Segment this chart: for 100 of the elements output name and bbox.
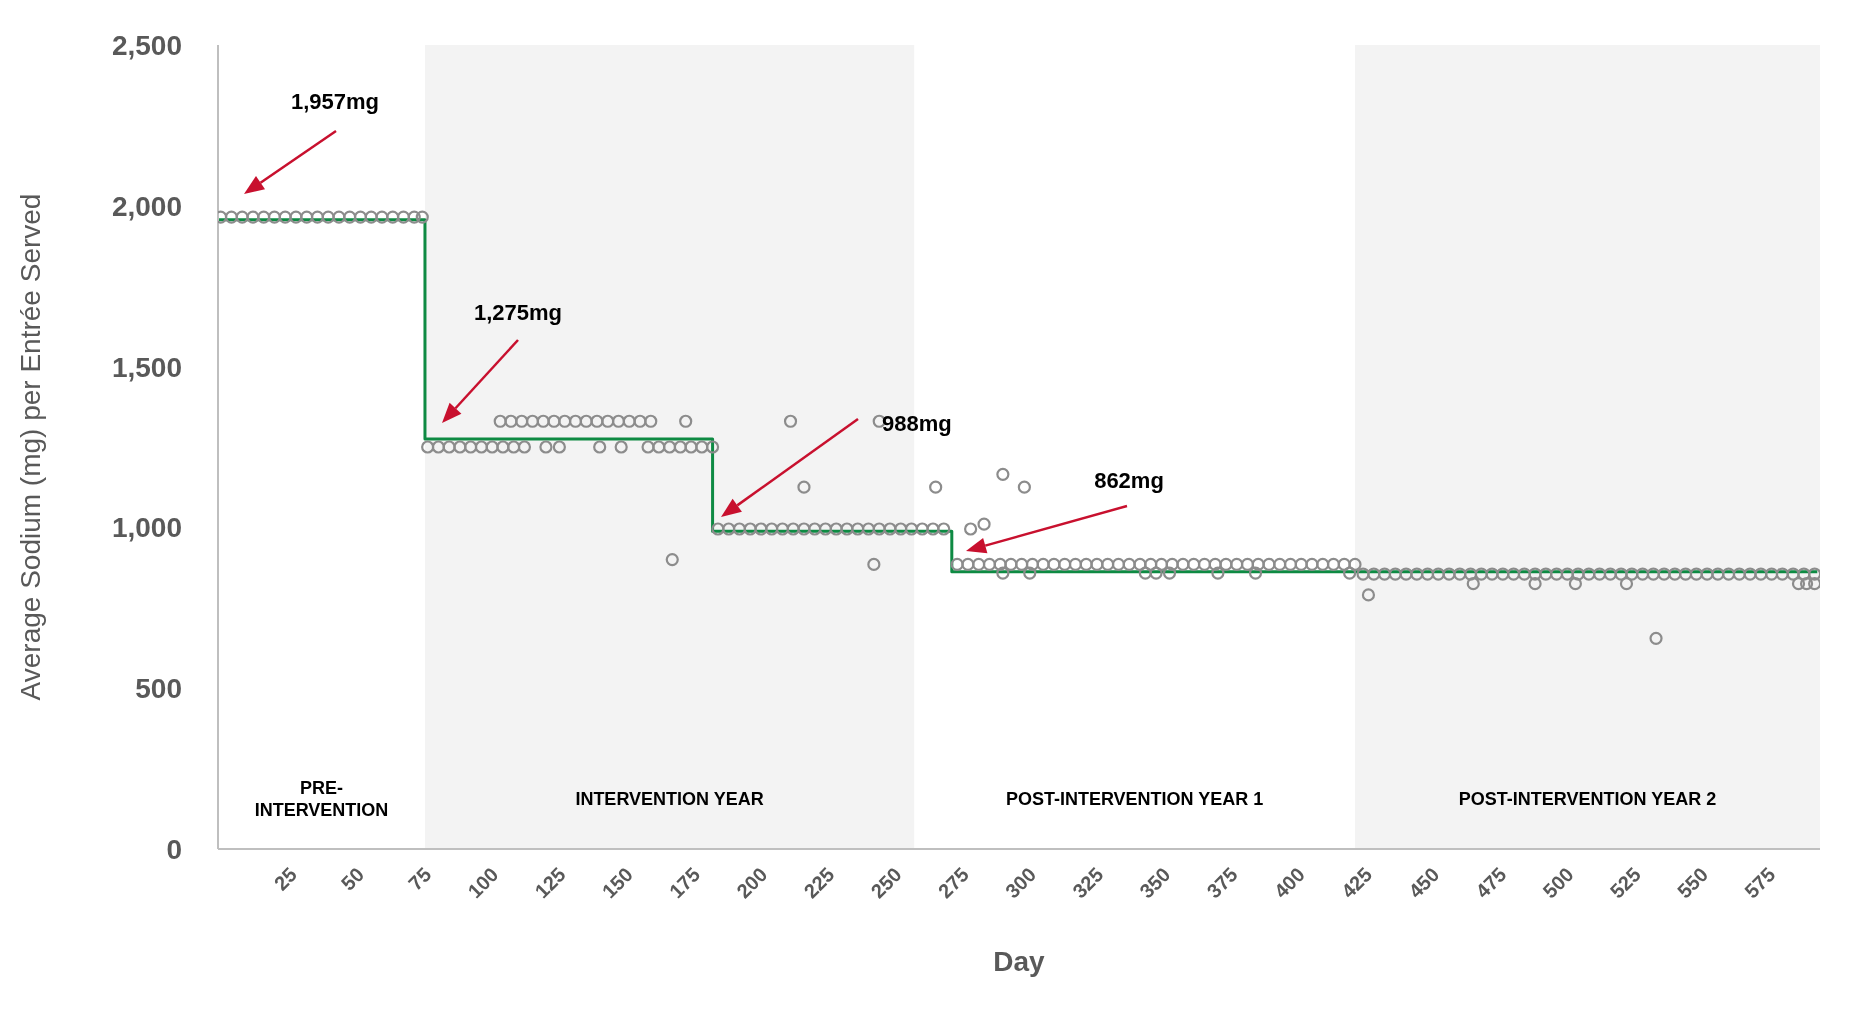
point — [246, 210, 260, 224]
point — [996, 566, 1010, 580]
point — [1549, 567, 1564, 581]
point — [1657, 567, 1671, 581]
x-tick-label: 400 — [1269, 863, 1309, 903]
point — [289, 210, 303, 224]
x-tick-label: 525 — [1605, 863, 1645, 903]
point — [775, 522, 790, 536]
point — [1326, 557, 1341, 571]
point — [786, 522, 800, 536]
point — [257, 210, 271, 224]
point — [310, 210, 325, 224]
point — [1240, 557, 1255, 571]
point — [1399, 567, 1413, 581]
annotation: PRE-INTERVENTION — [254, 778, 389, 820]
point — [278, 210, 292, 224]
point — [525, 414, 540, 428]
annotation: 988mg — [882, 410, 952, 436]
point — [474, 440, 489, 454]
point — [1367, 567, 1381, 581]
x-axis-title: Day — [993, 946, 1046, 977]
point — [1248, 566, 1263, 580]
point — [396, 210, 411, 224]
point — [883, 522, 897, 536]
point — [1808, 567, 1820, 581]
point — [431, 440, 446, 454]
x-tick-label: 225 — [799, 863, 839, 903]
point — [1474, 567, 1488, 581]
x-tick-label: 275 — [933, 863, 973, 903]
point — [364, 210, 378, 224]
point — [743, 522, 757, 536]
point — [1283, 557, 1298, 571]
y-axis-title: Average Sodium (mg) per Entrée Served — [14, 193, 46, 701]
point — [1668, 567, 1682, 581]
point — [1122, 557, 1136, 571]
point — [1262, 557, 1276, 571]
point — [442, 440, 456, 454]
point — [1700, 567, 1714, 581]
point — [1431, 567, 1445, 581]
x-tick-label: 100 — [463, 863, 503, 903]
point — [695, 440, 709, 454]
point — [783, 414, 798, 428]
point — [1765, 567, 1779, 581]
point — [1582, 567, 1596, 581]
point — [1808, 577, 1820, 591]
point — [485, 440, 499, 454]
point — [1023, 566, 1037, 580]
point — [332, 210, 346, 224]
x-tick-label: 500 — [1538, 863, 1578, 903]
point — [1273, 557, 1287, 571]
point — [1343, 566, 1357, 580]
point — [1138, 566, 1152, 580]
point — [1294, 557, 1308, 571]
point — [662, 440, 677, 454]
x-tick-label: 125 — [530, 863, 570, 903]
point — [705, 440, 720, 454]
point — [1090, 557, 1104, 571]
point — [818, 522, 833, 536]
x-tick-label: 50 — [336, 863, 369, 895]
point — [1162, 566, 1177, 580]
band-label: POST-INTERVENTION YEAR 2 — [1458, 789, 1717, 809]
point — [1791, 577, 1806, 591]
point — [797, 480, 811, 494]
point — [1679, 567, 1693, 581]
point — [1442, 567, 1456, 581]
point — [300, 210, 314, 224]
point — [552, 440, 566, 454]
point — [982, 557, 997, 571]
point — [1211, 566, 1225, 580]
point — [1463, 567, 1478, 581]
point — [507, 440, 521, 454]
point — [1337, 557, 1351, 571]
point — [1079, 557, 1093, 571]
point — [1377, 567, 1392, 581]
point — [1636, 567, 1650, 581]
point — [1420, 567, 1435, 581]
point — [1230, 557, 1244, 571]
point — [1165, 557, 1179, 571]
point — [1410, 567, 1424, 581]
point — [972, 557, 986, 571]
point — [964, 522, 978, 536]
point — [1619, 577, 1634, 591]
point — [1539, 567, 1553, 581]
point — [547, 414, 561, 428]
point — [415, 210, 429, 224]
point — [851, 522, 865, 536]
point — [1017, 480, 1031, 494]
point — [1592, 567, 1607, 581]
point — [1197, 557, 1212, 571]
y-tick-label: 1,000 — [111, 512, 182, 544]
point — [915, 522, 929, 536]
point — [1786, 567, 1800, 581]
point — [558, 414, 572, 428]
point — [568, 414, 583, 428]
point — [1144, 557, 1158, 571]
point — [937, 522, 951, 536]
annotation: 862mg — [1094, 467, 1164, 493]
point — [1571, 567, 1585, 581]
point — [665, 552, 679, 567]
point — [536, 414, 550, 428]
